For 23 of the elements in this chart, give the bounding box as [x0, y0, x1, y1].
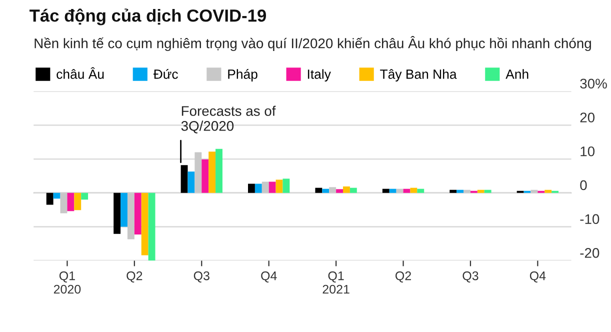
x-tick-label: Q2: [126, 271, 142, 282]
x-tick-label: Q4: [261, 271, 277, 282]
x-tick-label: Q3: [462, 271, 478, 282]
legend-label: Pháp: [228, 69, 258, 82]
x-tick-label: Q4: [530, 271, 546, 282]
annotation: Forecasts as of 3Q/2020: [181, 106, 276, 134]
x-tick-label: Q3: [194, 271, 210, 282]
legend-label: Tây Ban Nha: [380, 69, 457, 82]
y-tick-label: 20: [580, 112, 595, 122]
legend-label: Italy: [308, 69, 331, 82]
legend-label: châu Âu: [56, 67, 104, 79]
x-tick-label: Q1 2020: [54, 271, 81, 294]
x-tick-label: Q2: [396, 271, 411, 282]
y-tick-label: -20: [580, 248, 600, 258]
x-tick-label: Q1 2021: [322, 271, 350, 294]
legend-label: Đức: [153, 69, 178, 79]
y-tick-label: 10: [580, 146, 595, 156]
chart-subtitle: Nền kinh tế co cụm nghiêm trọng vào quí II/2020 khiến châu Âu khó phục hồi nhanh chóng: [34, 36, 591, 52]
legend-label: Anh: [506, 69, 528, 79]
y-tick-label: 30%: [580, 78, 607, 89]
y-tick-label: -10: [580, 214, 600, 224]
y-tick-label: 0: [580, 180, 587, 190]
chart-title: Tác động của dịch COVID-19: [30, 8, 266, 26]
